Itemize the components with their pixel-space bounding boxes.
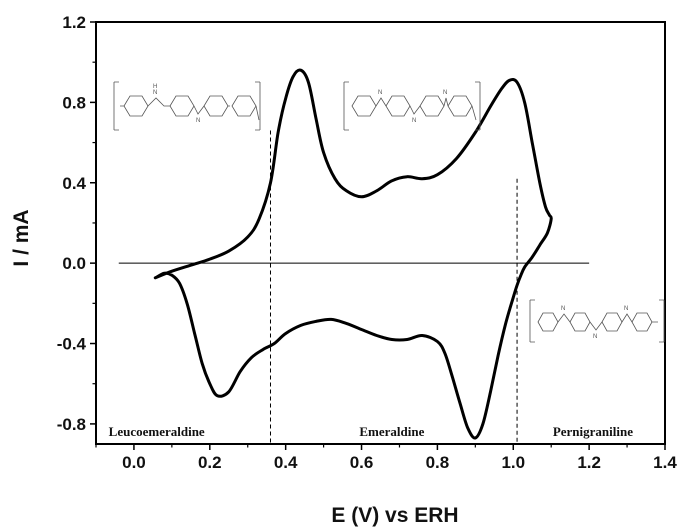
region-label: Pernigraniline	[553, 424, 633, 439]
y-tick-label: -0.8	[57, 415, 86, 434]
pernigraniline-structure: N N N	[529, 299, 665, 343]
structure-atom-n: N	[412, 118, 416, 124]
region-labels: Leucoemeraldine Emeraldine Pernigraniline	[109, 424, 634, 439]
structure-atom-h: H	[153, 84, 157, 90]
structure-atom-n: N	[624, 306, 628, 312]
x-tick-label: 1.4	[653, 453, 677, 472]
structure-atom-n: N	[196, 118, 200, 124]
x-ticks: 0.0 0.2 0.4 0.6 0.8 1.0 1.2 1.4	[95, 444, 677, 472]
x-tick-label: 0.6	[350, 453, 374, 472]
x-tick-label: 1.2	[577, 453, 601, 472]
y-tick-label: -0.4	[57, 335, 87, 354]
x-tick-label: 0.8	[426, 453, 450, 472]
cv-curve	[153, 68, 553, 440]
plot-frame	[95, 21, 666, 445]
plot-border	[95, 21, 666, 445]
leucoemeraldine-structure: N N H	[113, 81, 261, 131]
y-ticks: -0.8 -0.4 0.0 0.4 0.8 1.2	[57, 13, 96, 434]
region-dividers	[269, 130, 518, 444]
x-tick-label: 0.2	[198, 453, 222, 472]
structure-atom-n: N	[378, 90, 382, 96]
structure-atom-n: N	[561, 306, 565, 312]
emeraldine-structure: N N N	[343, 81, 481, 131]
y-tick-label: 1.2	[62, 13, 86, 32]
y-axis-title: I / mA	[10, 209, 33, 266]
cv-series-line	[153, 68, 553, 440]
structure-atom-n: N	[593, 334, 597, 340]
structure-atom-n: N	[153, 90, 157, 96]
y-tick-label: 0.8	[62, 93, 86, 112]
region-label: Leucoemeraldine	[109, 424, 205, 439]
x-tick-label: 1.0	[501, 453, 525, 472]
structure-atom-n: N	[443, 90, 447, 96]
x-tick-label: 0.4	[274, 453, 298, 472]
y-tick-label: 0.4	[62, 174, 86, 193]
x-axis-title: E (V) vs ERH	[331, 504, 458, 527]
region-label: Emeraldine	[359, 424, 424, 439]
x-tick-label: 0.0	[122, 453, 146, 472]
y-tick-label: 0.0	[62, 254, 86, 273]
